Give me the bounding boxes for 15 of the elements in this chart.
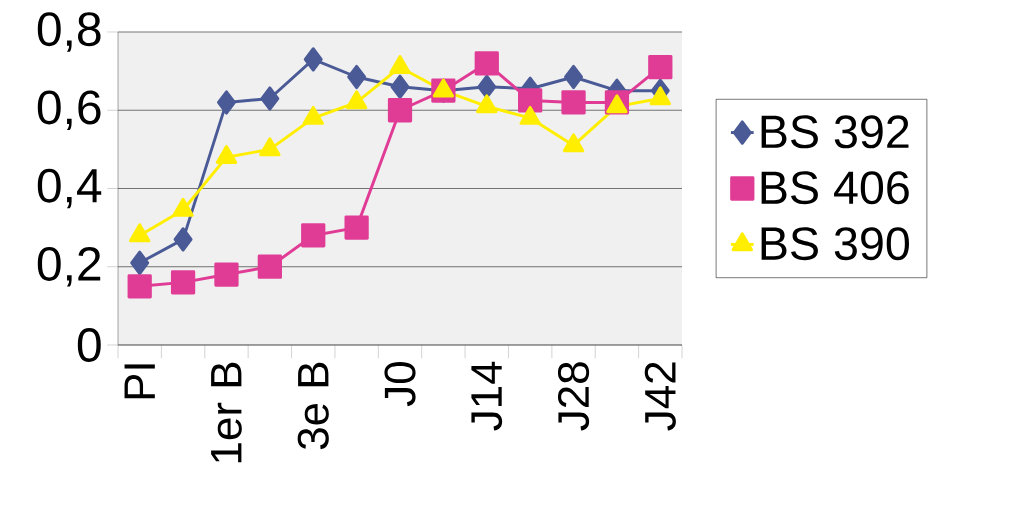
y-tick-label: 0: [77, 328, 101, 362]
y-tick-label: 0,8: [37, 12, 101, 52]
x-tick-label: PI: [124, 364, 155, 399]
legend-label: BS 390: [761, 227, 909, 261]
y-tick-label: 0,4: [37, 168, 102, 209]
x-tick-label: J28: [557, 362, 590, 431]
x-tick-label: J0: [384, 362, 416, 407]
x-tick-label: J42: [644, 362, 676, 431]
y-tick-label: 0,2: [37, 246, 101, 287]
x-tick-label: 3e B: [297, 362, 329, 450]
x-tick-label: J14: [471, 361, 503, 431]
legend-label: BS 406: [761, 171, 909, 205]
legend-label: BS 392: [761, 115, 909, 149]
y-tick-label: 0,6: [37, 90, 101, 131]
x-tick-label: 1er B: [211, 362, 242, 463]
